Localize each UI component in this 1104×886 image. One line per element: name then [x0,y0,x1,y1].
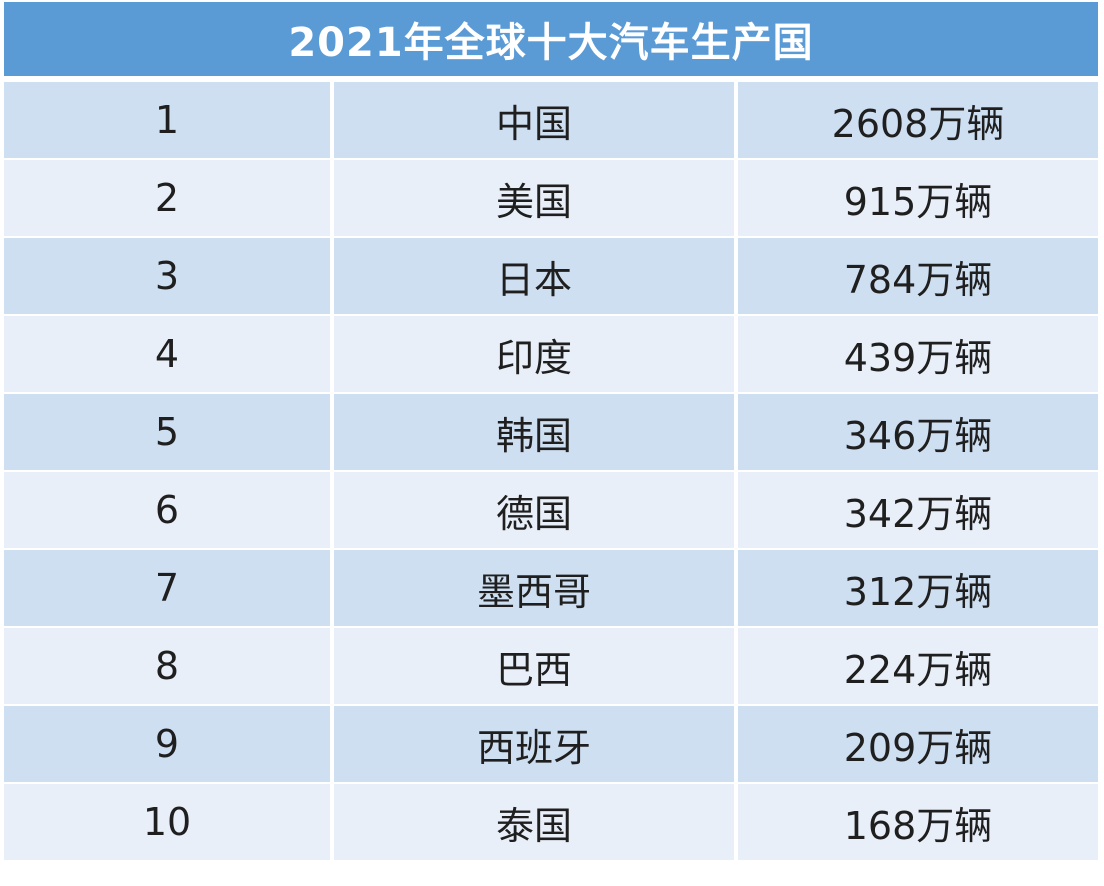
table-row: 10 泰国 168万辆 [4,784,1098,860]
rank-cell: 10 [4,784,330,860]
rank-cell: 9 [4,706,330,782]
country-cell: 泰国 [334,784,734,860]
output-cell: 168万辆 [738,784,1098,860]
output-cell: 224万辆 [738,628,1098,704]
table-row: 4 印度 439万辆 [4,316,1098,392]
table-row: 1 中国 2608万辆 [4,82,1098,158]
rank-cell: 5 [4,394,330,470]
output-cell: 2608万辆 [738,82,1098,158]
rank-cell: 1 [4,82,330,158]
country-cell: 印度 [334,316,734,392]
table-row: 7 墨西哥 312万辆 [4,550,1098,626]
output-cell: 346万辆 [738,394,1098,470]
table-row: 6 德国 342万辆 [4,472,1098,548]
rank-cell: 8 [4,628,330,704]
table-row: 3 日本 784万辆 [4,238,1098,314]
output-cell: 312万辆 [738,550,1098,626]
rank-cell: 4 [4,316,330,392]
country-cell: 美国 [334,160,734,236]
data-table: 2021年全球十大汽车生产国 1 中国 2608万辆 2 美国 915万辆 3 … [4,2,1098,862]
rank-cell: 3 [4,238,330,314]
country-cell: 巴西 [334,628,734,704]
table-row: 8 巴西 224万辆 [4,628,1098,704]
table-row: 5 韩国 346万辆 [4,394,1098,470]
rank-cell: 6 [4,472,330,548]
table-row: 9 西班牙 209万辆 [4,706,1098,782]
output-cell: 439万辆 [738,316,1098,392]
rank-cell: 2 [4,160,330,236]
output-cell: 784万辆 [738,238,1098,314]
country-cell: 中国 [334,82,734,158]
country-cell: 德国 [334,472,734,548]
rank-cell: 7 [4,550,330,626]
country-cell: 日本 [334,238,734,314]
table-title: 2021年全球十大汽车生产国 [4,2,1098,76]
output-cell: 342万辆 [738,472,1098,548]
country-cell: 韩国 [334,394,734,470]
country-cell: 西班牙 [334,706,734,782]
table-row: 2 美国 915万辆 [4,160,1098,236]
output-cell: 915万辆 [738,160,1098,236]
table-body: 1 中国 2608万辆 2 美国 915万辆 3 日本 784万辆 4 印度 4… [4,82,1098,860]
output-cell: 209万辆 [738,706,1098,782]
country-cell: 墨西哥 [334,550,734,626]
header-divider [4,76,1098,82]
